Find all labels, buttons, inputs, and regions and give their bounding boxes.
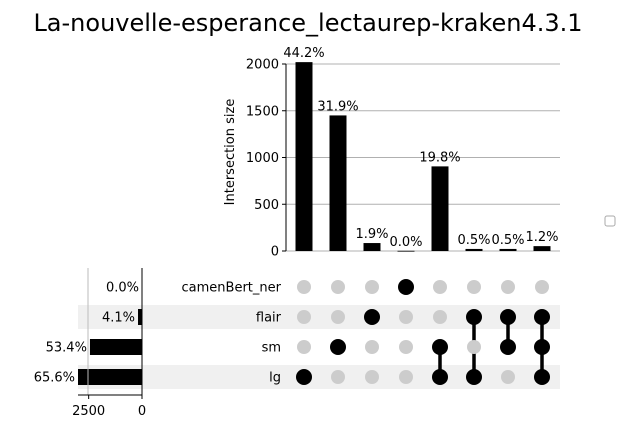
matrix-dot-active	[500, 339, 516, 355]
matrix-dot-inactive	[399, 310, 413, 324]
set-size-x-axis: 2500 0	[72, 268, 146, 419]
matrix-dot-inactive	[467, 280, 481, 294]
set-size-bar	[78, 369, 142, 385]
matrix-dot-inactive	[467, 340, 481, 354]
intersection-y-axis: 0 500 1000 1500 2000	[246, 58, 287, 260]
matrix-dot-inactive	[297, 310, 311, 324]
set-name-label: flair	[256, 311, 282, 326]
set-size-label: 65.6%	[34, 371, 75, 386]
intersection-bar	[295, 62, 313, 251]
matrix-dot-active	[296, 369, 312, 385]
intersection-bar-label: 1.9%	[355, 227, 388, 242]
intersection-bar	[329, 115, 347, 251]
matrix-dot-active	[466, 369, 482, 385]
matrix-dot-active	[466, 309, 482, 325]
y-tick-label: 2000	[246, 58, 279, 73]
y-tick-label: 500	[254, 198, 279, 213]
intersection-bar-label: 0.5%	[491, 233, 524, 248]
matrix-dot-inactive	[501, 280, 515, 294]
matrix-dot-inactive	[365, 370, 379, 384]
membership-matrix	[296, 279, 550, 385]
set-size-labels: 0.0% 4.1% 53.4% 65.6%	[34, 281, 139, 386]
matrix-dot-inactive	[331, 280, 345, 294]
matrix-stripes	[78, 305, 560, 389]
matrix-dot-inactive	[399, 340, 413, 354]
y-tick-label: 1000	[246, 151, 279, 166]
intersection-bar-label: 31.9%	[317, 99, 358, 114]
y-tick-label: 0	[271, 245, 279, 260]
intersection-bar	[431, 166, 449, 251]
set-size-bar	[89, 339, 142, 355]
y-tick-label: 1500	[246, 104, 279, 119]
matrix-dot-active	[500, 309, 516, 325]
matrix-dot-inactive	[433, 310, 447, 324]
intersection-bar	[397, 250, 415, 252]
set-name-label: lg	[269, 371, 281, 386]
intersection-bar-labels: 44.2%31.9%1.9%0.0%19.8%0.5% 0.5% 1.2%	[283, 46, 558, 250]
matrix-dot-inactive	[501, 370, 515, 384]
matrix-dot-active	[398, 279, 414, 295]
intersection-bar-label: 1.2%	[525, 230, 558, 245]
matrix-dot-inactive	[331, 310, 345, 324]
legend-checkbox-icon[interactable]	[604, 215, 616, 227]
set-size-bars	[78, 279, 143, 385]
matrix-stripe	[78, 305, 560, 329]
matrix-dot-active	[364, 309, 380, 325]
intersection-bars	[295, 62, 551, 252]
matrix-dot-inactive	[297, 340, 311, 354]
y-axis-label: Intersection size	[223, 99, 238, 206]
matrix-stripe	[78, 365, 560, 389]
matrix-dot-active	[534, 339, 550, 355]
intersection-bar-label: 44.2%	[283, 46, 324, 61]
chart-title: La-nouvelle-esperance_lectaurep-kraken4.…	[33, 9, 582, 37]
matrix-dot-active	[432, 339, 448, 355]
matrix-dot-inactive	[535, 280, 549, 294]
intersection-bar-label: 0.0%	[389, 235, 422, 250]
matrix-dot-active	[330, 339, 346, 355]
matrix-dot-active	[432, 369, 448, 385]
matrix-dot-inactive	[297, 280, 311, 294]
matrix-dot-active	[534, 309, 550, 325]
matrix-dot-inactive	[433, 280, 447, 294]
set-size-label: 0.0%	[106, 281, 139, 296]
set-name-label: camenBert_ner	[182, 281, 282, 296]
matrix-dot-inactive	[399, 370, 413, 384]
set-size-label: 53.4%	[46, 341, 87, 356]
set-name-label: sm	[262, 341, 281, 356]
set-axis-tick-label: 2500	[72, 404, 105, 419]
matrix-dot-inactive	[365, 340, 379, 354]
matrix-dot-inactive	[331, 370, 345, 384]
matrix-dot-active	[534, 369, 550, 385]
intersection-bar-label: 0.5%	[457, 233, 490, 248]
set-size-bar	[138, 309, 142, 325]
set-size-label: 4.1%	[102, 311, 135, 326]
set-axis-tick-label: 0	[138, 404, 146, 419]
intersection-bar	[499, 248, 517, 251]
intersection-bar	[363, 243, 381, 251]
intersection-bar	[465, 248, 483, 251]
intersection-bar	[533, 246, 551, 251]
intersection-bar-label: 19.8%	[419, 150, 460, 165]
matrix-dot-inactive	[365, 280, 379, 294]
